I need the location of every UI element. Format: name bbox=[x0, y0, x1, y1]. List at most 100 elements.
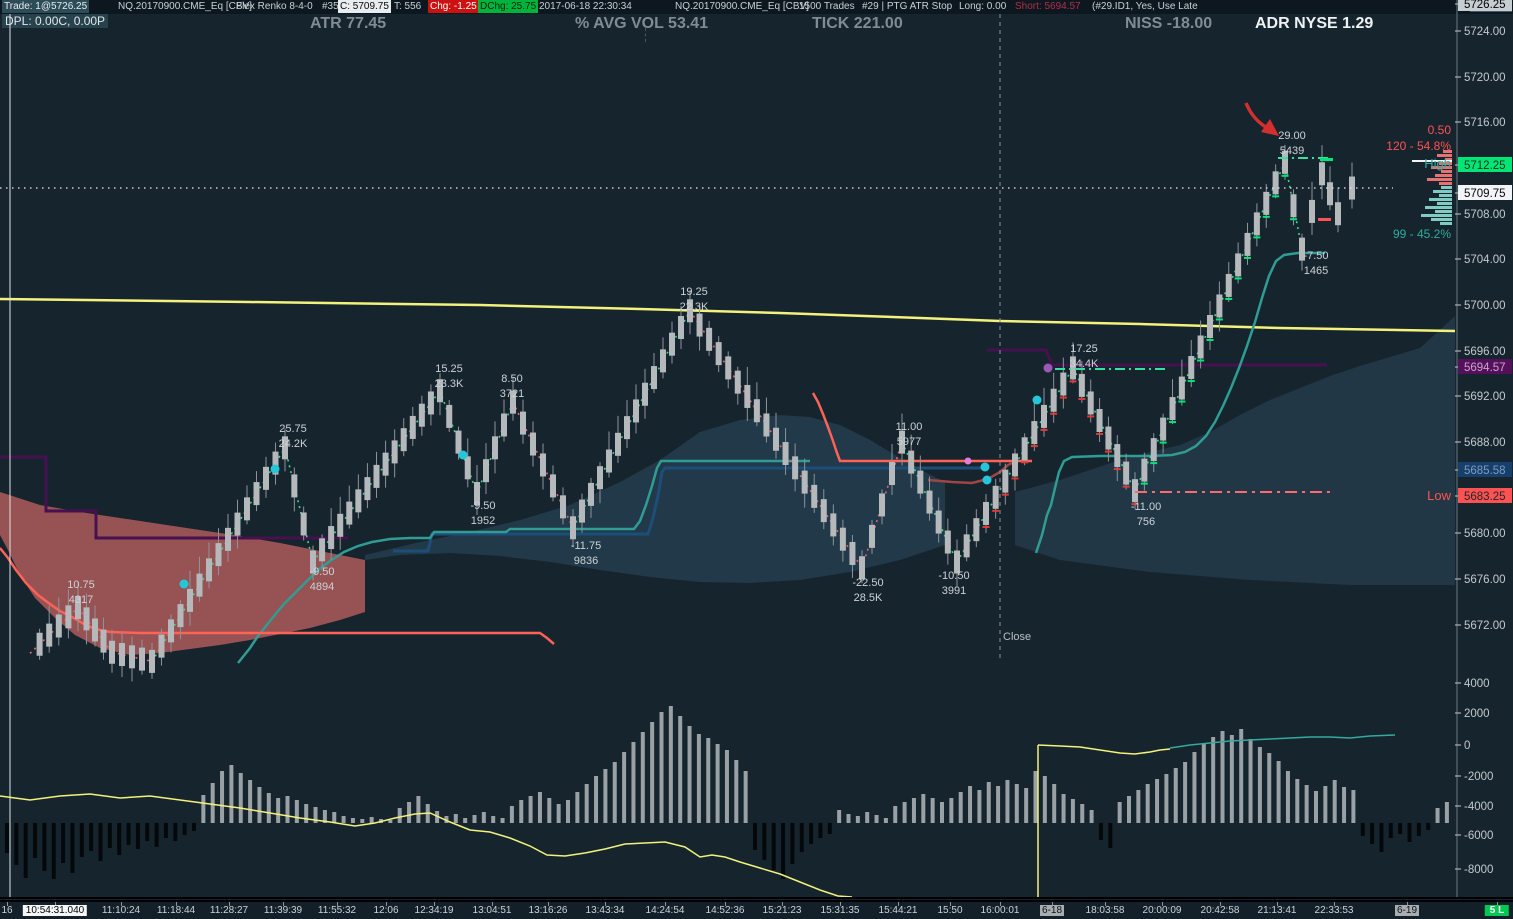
renko-bar bbox=[973, 518, 980, 542]
axis-label: 5688.00 bbox=[1464, 437, 1506, 449]
time-label: 22:33:53 bbox=[1314, 905, 1354, 916]
title-segment: (#29.ID1, Yes, Use Late bbox=[1092, 1, 1198, 12]
volume-profile-row bbox=[1445, 158, 1452, 161]
renko-bar bbox=[849, 541, 856, 565]
time-label: 15:50 bbox=[937, 905, 963, 916]
renko-bar bbox=[570, 516, 576, 540]
zigzag-leg bbox=[284, 447, 314, 563]
salmon-stop-right bbox=[811, 392, 1032, 463]
delta-bar-up bbox=[360, 819, 365, 823]
delta-bar-up bbox=[650, 722, 655, 823]
region-divider bbox=[645, 28, 646, 42]
delta-bar-up bbox=[865, 812, 870, 823]
renko-bar bbox=[272, 451, 279, 475]
swing-value-label: 19.25 bbox=[680, 286, 708, 298]
delta-bar-up bbox=[883, 818, 888, 823]
renko-bar bbox=[253, 482, 260, 506]
renko-bar bbox=[869, 524, 875, 548]
time-tick bbox=[1497, 902, 1498, 906]
renko-bar bbox=[65, 605, 72, 629]
stop-mark-green bbox=[1178, 400, 1186, 403]
cum-delta-line-teal bbox=[1169, 734, 1396, 749]
swing-volume-label: 5977 bbox=[897, 436, 921, 448]
atr-readout: ATR 77.45 bbox=[310, 15, 387, 32]
time-tick bbox=[1407, 902, 1408, 906]
stop-mark-green bbox=[1169, 421, 1176, 424]
delta-bar-up bbox=[968, 786, 973, 823]
delta-bar-up bbox=[1239, 729, 1244, 823]
renko-bar bbox=[1253, 212, 1260, 236]
time-label: 18:03:58 bbox=[1085, 905, 1125, 916]
delta-bar-up bbox=[921, 794, 926, 823]
delta-bar-down bbox=[753, 823, 757, 850]
purple-step-left bbox=[0, 455, 348, 540]
delta-bar-down bbox=[89, 823, 94, 851]
renko-bar bbox=[811, 484, 818, 508]
delta-bar-up bbox=[1285, 771, 1290, 823]
renko-bar bbox=[310, 550, 316, 574]
renko-bar bbox=[520, 411, 526, 435]
stop-mark-red bbox=[1030, 445, 1038, 448]
delta-bar-up bbox=[1127, 796, 1131, 823]
swing-volume-label: 22.3K bbox=[680, 301, 709, 313]
delta-bar-down bbox=[1108, 823, 1113, 848]
delta-bar-up bbox=[257, 787, 262, 823]
delta-bar-up bbox=[584, 784, 589, 823]
delta-bar-up bbox=[1024, 788, 1029, 823]
stop-mark-green bbox=[1244, 256, 1251, 259]
delta-bar-down bbox=[14, 823, 19, 865]
delta-bar-up bbox=[855, 816, 860, 823]
delta-bar-up bbox=[1201, 744, 1206, 823]
delta-bar-down bbox=[61, 823, 66, 863]
renko-bar bbox=[36, 632, 43, 656]
tick-readout: TICK 221.00 bbox=[812, 15, 903, 32]
delta-bar-up bbox=[1444, 802, 1449, 823]
delta-bar-up bbox=[1342, 787, 1347, 823]
renko-bar bbox=[1050, 388, 1057, 412]
zigzag-leg bbox=[111, 651, 153, 663]
time-label: 11:10:24 bbox=[101, 905, 141, 916]
stop-mark-green bbox=[1234, 277, 1242, 280]
axis-label: 5709.75 bbox=[1464, 188, 1506, 200]
axis-label: 5720.00 bbox=[1464, 72, 1506, 84]
swing-value-label: 15.25 bbox=[435, 363, 463, 375]
renko-bar bbox=[782, 442, 789, 466]
renko-bar bbox=[1216, 294, 1223, 318]
renko-bar bbox=[1309, 199, 1315, 223]
renko-bar bbox=[474, 482, 480, 506]
swing-value-label: -10.50 bbox=[938, 570, 969, 582]
delta-bar-up bbox=[949, 798, 954, 823]
delta-bar-up bbox=[940, 802, 944, 823]
delta-bar-down bbox=[79, 823, 84, 857]
time-axis[interactable]: 16 10:54:31.040 11:10:24 11:18:44 11:28:27 11… bbox=[0, 900, 1513, 919]
volume-profile-row bbox=[1439, 182, 1452, 185]
delta-bar-up bbox=[1014, 784, 1019, 823]
volume-profile-row bbox=[1431, 218, 1452, 221]
renko-bar bbox=[400, 428, 407, 452]
renko-bar bbox=[1150, 438, 1157, 462]
time-label: 12:34:19 bbox=[414, 905, 454, 916]
renko-bar bbox=[109, 640, 115, 664]
delta-bar-down bbox=[51, 823, 56, 879]
stop-mark-green bbox=[1159, 441, 1167, 444]
swing-value-label: -11.75 bbox=[571, 540, 601, 552]
delta-bar-down bbox=[809, 823, 814, 844]
delta-bar-up bbox=[996, 786, 1001, 823]
delta-bar-down bbox=[173, 823, 178, 841]
time-tick bbox=[229, 902, 230, 906]
renko-bar bbox=[696, 313, 703, 337]
stop-mark-red bbox=[1096, 433, 1104, 436]
swing-value-label: 11.00 bbox=[896, 421, 923, 433]
renko-bar bbox=[464, 456, 471, 480]
delta-bar-down bbox=[126, 823, 131, 845]
time-label: 21:13:41 bbox=[1257, 905, 1297, 916]
renko-bar bbox=[158, 634, 165, 658]
delta-bar-up bbox=[1155, 779, 1160, 823]
renko-bar bbox=[859, 556, 865, 580]
entry-dot-magenta bbox=[964, 457, 972, 465]
axis-label: 5692.00 bbox=[1464, 391, 1506, 403]
time-label: 16:00:01 bbox=[980, 905, 1020, 916]
delta-bar-up bbox=[1332, 780, 1337, 823]
delta-bar-up bbox=[537, 792, 542, 823]
